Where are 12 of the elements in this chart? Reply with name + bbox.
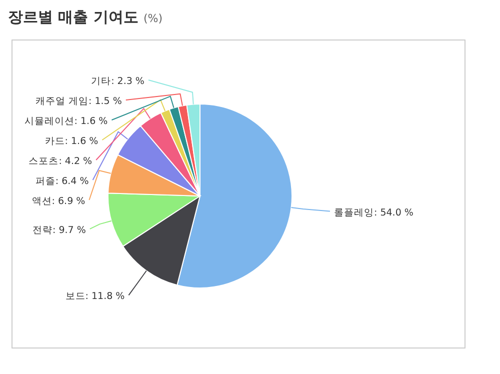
slice-label: 시뮬레이션: 1.6 % bbox=[24, 116, 108, 127]
chart-subtitle: (%) bbox=[143, 12, 162, 25]
slice-label: 액션: 6.9 % bbox=[32, 196, 86, 207]
slice-label: 캐주얼 게임: 1.5 % bbox=[35, 96, 122, 107]
slice-label: 카드: 1.6 % bbox=[44, 136, 98, 147]
slice-label: 기타: 2.3 % bbox=[91, 76, 144, 87]
slice-label: 보드: 11.8 % bbox=[65, 291, 125, 302]
slice-label: 퍼즐: 6.4 % bbox=[35, 176, 89, 187]
slice-label: 전략: 9.7 % bbox=[32, 224, 86, 236]
slice-label: 스포츠: 4.2 % bbox=[28, 156, 92, 167]
slice-label: 롤플레잉: 54.0 % bbox=[334, 207, 414, 218]
chart-title: 장르별 매출 기여도 bbox=[8, 8, 138, 26]
